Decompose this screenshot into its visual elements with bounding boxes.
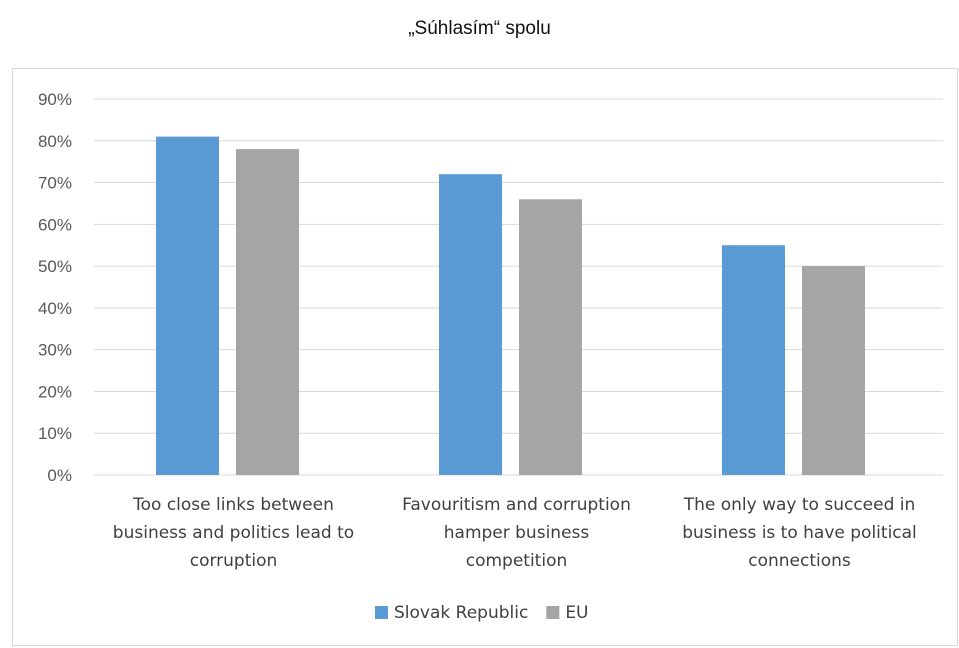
x-category-label: Favouritism and corruption [402,495,631,515]
bar-eu [236,149,299,475]
x-category-label: hamper business [444,523,590,543]
x-category-label: business and politics lead to [113,523,354,543]
y-tick-label: 20% [38,382,72,401]
legend-label-slovak-republic: Slovak Republic [394,603,528,623]
y-tick-label: 60% [38,215,72,234]
bar-eu [802,266,865,475]
chart-title: „Súhlasím“ spolu [408,18,551,39]
x-category-label: competition [466,551,568,571]
bar-slovak-republic [722,245,785,475]
y-tick-label: 70% [38,174,72,193]
x-category-label: connections [748,551,851,571]
bar-slovak-republic [156,136,219,475]
y-tick-label: 80% [38,132,72,151]
x-category-label: The only way to succeed in [683,495,916,515]
x-category-label: corruption [190,551,278,571]
bar-eu [519,199,582,475]
legend-swatch-slovak-republic [375,606,388,619]
x-category-label: Too close links between [132,495,334,515]
y-tick-label: 40% [38,299,72,318]
legend-swatch-eu [546,606,560,619]
y-tick-label: 30% [38,341,72,360]
y-tick-label: 90% [38,90,72,109]
bar-slovak-republic [439,174,502,475]
x-category-label: business is to have political [682,523,917,543]
y-tick-label: 10% [38,424,72,443]
y-tick-label: 50% [38,257,72,276]
legend-label-eu: EU [565,603,588,623]
y-tick-label: 0% [47,466,72,485]
